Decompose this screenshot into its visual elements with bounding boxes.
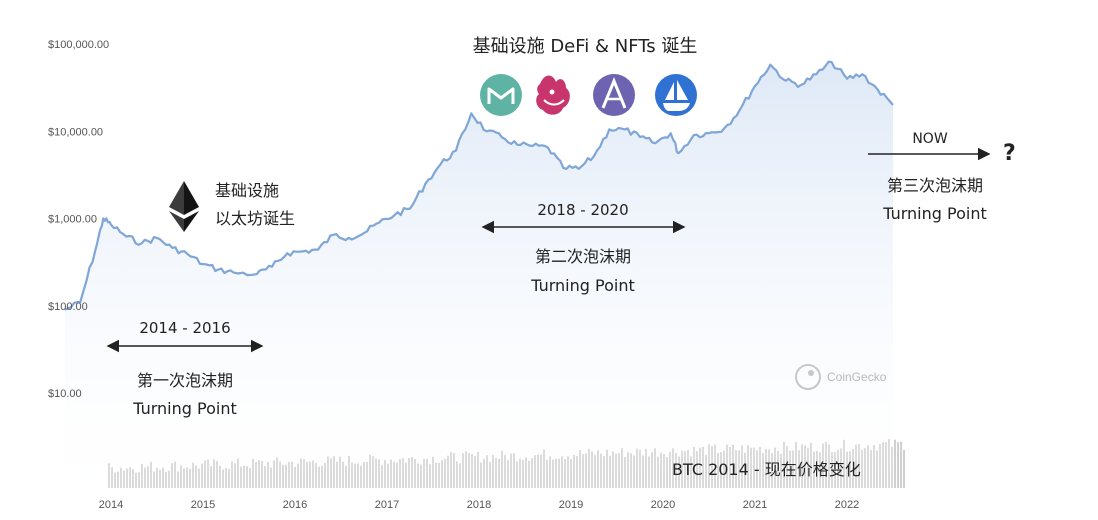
ethereum-icon xyxy=(169,181,199,232)
x-tick-label: 2015 xyxy=(191,499,215,511)
maker-icon xyxy=(480,74,522,116)
y-axis-ticks: $10.00 $100.00 $1,000.00 $10,000.00 $100,000… xyxy=(48,39,109,400)
defi-infra-label: 基础设施 DeFi & NFTs 诞生 xyxy=(472,36,698,57)
now-label: NOW xyxy=(912,131,948,147)
p2-range-label: 2018 - 2020 xyxy=(537,201,629,219)
volume-bar xyxy=(894,439,896,488)
uniswap-icon xyxy=(536,75,570,115)
volume-bar xyxy=(897,442,899,488)
eth-infra-label-1: 基础设施 xyxy=(215,181,280,200)
question-mark: ? xyxy=(1003,141,1016,166)
p3-title: 第三次泡沫期 xyxy=(886,176,983,195)
aave-icon xyxy=(593,74,635,116)
price-area xyxy=(65,61,893,488)
x-tick-label: 2014 xyxy=(99,499,123,511)
x-tick-label: 2020 xyxy=(651,499,675,511)
p2-title: 第二次泡沫期 xyxy=(534,247,631,266)
x-axis-ticks: 2014 2015 2016 2017 2018 2019 2020 2021 2022 xyxy=(99,499,859,511)
y-tick-label: $10.00 xyxy=(48,388,82,400)
opensea-icon xyxy=(655,74,697,116)
y-tick-label: $1,000.00 xyxy=(48,214,97,226)
x-tick-label: 2019 xyxy=(559,499,583,511)
x-tick-label: 2016 xyxy=(283,499,307,511)
volume-bar xyxy=(903,449,905,488)
x-tick-label: 2018 xyxy=(467,499,491,511)
p1-title: 第一次泡沫期 xyxy=(136,371,233,390)
price-line xyxy=(64,60,894,311)
y-tick-label: $100,000.00 xyxy=(48,39,109,51)
volume-label: BTC 2014 - 现在价格变化 xyxy=(672,460,861,479)
x-tick-label: 2017 xyxy=(375,499,399,511)
p1-range-label: 2014 - 2016 xyxy=(139,319,231,337)
eth-infra-label-2: 以太坊诞生 xyxy=(215,209,296,228)
volume-bar xyxy=(900,441,902,488)
x-tick-label: 2021 xyxy=(743,499,767,511)
p3-sub: Turning Point xyxy=(883,204,987,223)
y-tick-label: $100.00 xyxy=(48,301,88,313)
coingecko-logo-icon xyxy=(795,364,821,390)
p1-sub: Turning Point xyxy=(133,399,237,418)
p2-sub: Turning Point xyxy=(531,276,635,295)
watermark-text: CoinGecko xyxy=(827,370,887,384)
y-tick-label: $10,000.00 xyxy=(48,126,103,138)
x-tick-label: 2022 xyxy=(835,499,859,511)
